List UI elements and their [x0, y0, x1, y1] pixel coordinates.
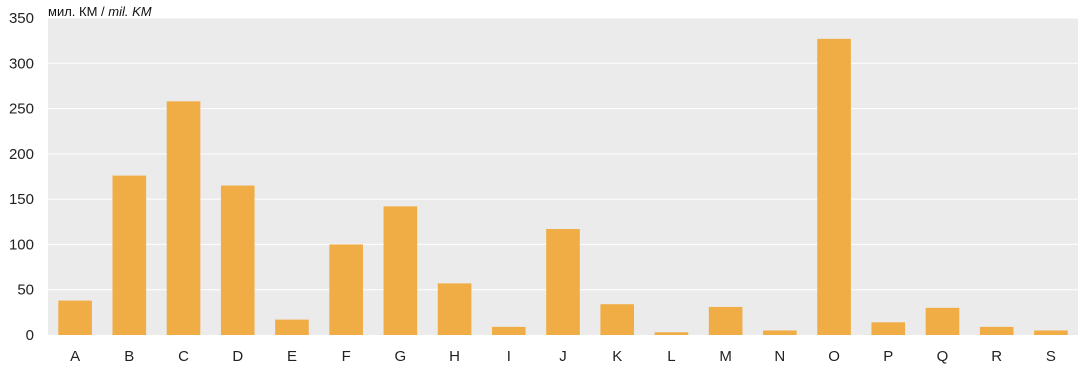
y-axis-ticks: 0 50 100 150 200 250 300 350 [9, 10, 34, 344]
y-tick-label: 0 [26, 327, 34, 344]
y-tick-label: 100 [9, 236, 34, 253]
bar-N [763, 330, 797, 335]
bar-C [167, 101, 201, 335]
unit-label-alt: mil. KM [108, 4, 152, 19]
unit-label-separator: / [97, 4, 108, 19]
y-tick-label: 250 [9, 101, 34, 118]
bar-A [58, 301, 92, 335]
x-tick-label: L [667, 348, 675, 365]
bar-R [980, 327, 1014, 335]
x-tick-label: C [178, 348, 189, 365]
x-tick-label: M [719, 348, 732, 365]
x-tick-label: Q [937, 348, 949, 365]
bar-M [709, 307, 743, 335]
x-tick-label: P [883, 348, 893, 365]
bar-J [546, 229, 580, 335]
x-tick-label: K [612, 348, 622, 365]
bar-B [113, 176, 147, 335]
bar-Q [926, 308, 960, 335]
x-tick-label: S [1046, 348, 1056, 365]
y-tick-label: 50 [17, 282, 34, 299]
x-tick-label: H [449, 348, 460, 365]
x-tick-label: I [507, 348, 511, 365]
x-tick-label: D [232, 348, 243, 365]
y-tick-label: 200 [9, 146, 34, 163]
x-axis-ticks: A B C D E F G H I J K L M N O P Q R S [70, 348, 1056, 365]
bar-F [329, 244, 363, 335]
x-tick-label: B [124, 348, 134, 365]
x-tick-label: J [559, 348, 567, 365]
x-tick-label: A [70, 348, 80, 365]
y-unit-label: мил. КМ / mil. KM [48, 4, 152, 19]
y-tick-label: 300 [9, 55, 34, 72]
x-tick-label: N [774, 348, 785, 365]
y-tick-label: 150 [9, 191, 34, 208]
y-tick-label: 350 [9, 10, 34, 27]
bar-P [871, 322, 905, 335]
bar-D [221, 186, 255, 335]
x-tick-label: G [395, 348, 407, 365]
bar-O [817, 39, 851, 335]
bar-H [438, 283, 472, 335]
bar-E [275, 320, 309, 335]
x-tick-label: E [287, 348, 297, 365]
bar-G [384, 206, 418, 335]
x-tick-label: F [342, 348, 351, 365]
bar-S [1034, 330, 1068, 335]
bar-I [492, 327, 526, 335]
bar-L [655, 332, 689, 335]
x-tick-label: R [991, 348, 1002, 365]
x-tick-label: O [828, 348, 840, 365]
unit-label-main: мил. КМ [48, 4, 97, 19]
bar-K [600, 304, 634, 335]
